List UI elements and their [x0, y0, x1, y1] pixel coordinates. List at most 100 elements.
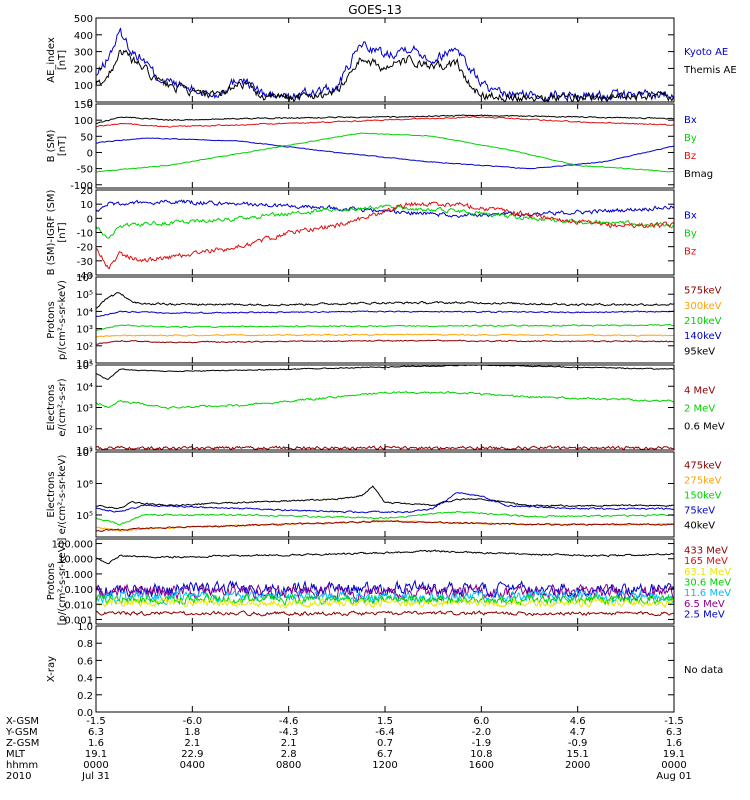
y-tick-label: 20 [80, 186, 93, 197]
y-tick-label: 0.4 [77, 674, 93, 685]
y-tick-label: 10⁶ [76, 273, 93, 284]
series-line-165-mev [95, 597, 675, 609]
y-tick-label: 300 [74, 48, 93, 59]
series-line-bx [95, 199, 675, 218]
series-line-433-mev [95, 610, 674, 617]
x-tick-value: 0800 [276, 760, 301, 771]
x-tick-value: 2.1 [184, 738, 200, 749]
y-tick-label: 0 [87, 214, 93, 225]
x-tick-value: 2.1 [281, 738, 297, 749]
y-axis-label: X-ray [46, 656, 57, 682]
y-tick-label: 100 [74, 116, 93, 127]
x-tick-value: 1.6 [88, 738, 104, 749]
x-tick-value: 1600 [469, 760, 494, 771]
y-tick-label: 150 [74, 100, 93, 111]
y-tick-label: 0.100 [64, 585, 93, 596]
y-axis-label: Protons [46, 563, 57, 600]
x-tick-value: 0000 [661, 760, 686, 771]
x-tick-value: 1200 [372, 760, 397, 771]
x-tick-value: -6.4 [375, 727, 395, 738]
legend-by: By [684, 133, 697, 144]
legend-210kev: 210keV [684, 316, 722, 327]
x-row-label: Z-GSM [6, 738, 39, 749]
y-axis-label: [nT] [57, 222, 68, 242]
x-tick-value: -6.0 [183, 716, 203, 727]
x-tick-value: 4.7 [570, 727, 586, 738]
x-tick-value: 0000 [83, 760, 108, 771]
panel-electrons1: 10¹ 10² 10³ 10⁴ 10⁵ Electrons e/(cm²-s-sr) 4 Me… [46, 361, 725, 457]
y-tick-label: 0.2 [77, 691, 93, 702]
y-tick-label: 10¹ [76, 359, 93, 370]
x-tick-value: 2000 [565, 760, 590, 771]
x-row-label: 2010 [6, 771, 31, 782]
x-tick-value: -2.0 [472, 727, 492, 738]
legend-2-mev: 2 MeV [684, 404, 715, 415]
x-tick-value: -1.5 [86, 716, 106, 727]
y-tick-label: -20 [77, 243, 93, 254]
y-tick-label: 10 [80, 200, 93, 211]
panel-bdiff: -40 -30 -20 -10 0 10 20 B (SM)-IGRF (SM) [nT] Bx B… [46, 186, 697, 282]
series-line-2-mev [95, 390, 675, 410]
x-tick-value: 4.6 [570, 716, 586, 727]
series-line-bx [95, 137, 675, 170]
x-row-label: MLT [6, 749, 26, 760]
legend-bz: Bz [684, 151, 696, 162]
y-tick-label: 50 [80, 132, 93, 143]
series-line-300kev [95, 333, 675, 338]
panel-frame [95, 276, 675, 364]
x-tick-value: Jul 31 [81, 771, 110, 782]
y-axis-label: Protons [46, 301, 57, 338]
legend-75kev: 75keV [684, 506, 715, 517]
y-tick-label: 10.000 [58, 555, 93, 566]
x-row-label: Y-GSM [5, 727, 38, 738]
y-tick-label: 0 [87, 148, 93, 159]
panel-frame [95, 538, 675, 625]
y-tick-label: 10² [76, 425, 93, 436]
x-tick-value: -4.6 [279, 716, 299, 727]
panel-frame [95, 17, 675, 103]
y-tick-label: -50 [77, 165, 93, 176]
y-tick-label: 500 [74, 14, 93, 25]
x-tick-value: 0.7 [377, 738, 393, 749]
series-line-6-5-mev [95, 579, 675, 599]
figure-title: GOES-13 [348, 3, 402, 17]
legend-no-data: No data [684, 665, 723, 676]
y-tick-label: 0.001 [64, 615, 93, 626]
series-line-140kev [95, 310, 675, 318]
legend-475kev: 475keV [684, 461, 722, 472]
legend-bx: Bx [684, 211, 697, 222]
legend-165-mev: 165 MeV [684, 556, 728, 567]
series-line-by [95, 132, 675, 173]
y-axis-label: [p/(cm²-s-sr-keV)] [57, 538, 68, 626]
x-tick-value: 6.3 [88, 727, 104, 738]
series-line-95kev [95, 292, 675, 309]
panel-frame [95, 451, 675, 538]
series-line-bz [95, 115, 675, 128]
series-line-themis-ae [95, 49, 675, 103]
panel-xray: 0.0 0.2 0.4 0.6 0.8 1.0 X-ray No data [46, 622, 723, 719]
legend-2-5-mev: 2.5 MeV [684, 610, 725, 621]
x-tick-value: 1.6 [666, 738, 682, 749]
y-axis-label: AE_index [46, 37, 57, 83]
series-line-275kev [95, 520, 675, 532]
panel-protons2: 0.001 0.010 0.100 1.000 10.000 100.000 Protons… [46, 538, 731, 627]
x-tick-value: 6.3 [666, 727, 682, 738]
y-tick-label: 0.8 [77, 639, 93, 650]
y-tick-label: 10⁵ [76, 290, 93, 301]
legend-bx: Bx [684, 115, 697, 126]
legend-30-6-mev: 30.6 MeV [684, 578, 731, 589]
series-line-210kev [95, 323, 675, 331]
y-axis-label: Electrons [46, 384, 57, 430]
series-line-kyoto-ae [95, 27, 675, 103]
x-tick-value: -1.5 [664, 716, 684, 727]
legend-11-6-mev: 11.6 MeV [684, 588, 731, 599]
y-axis-label: [nT] [57, 50, 68, 70]
panel-frame [95, 625, 675, 713]
y-tick-label: 10⁴ [76, 307, 93, 318]
x-tick-value: Aug 01 [656, 771, 691, 782]
legend-4-mev: 4 MeV [684, 386, 715, 397]
legend-150kev: 150keV [684, 491, 722, 502]
legend-kyoto-ae: Kyoto AE [684, 47, 728, 58]
